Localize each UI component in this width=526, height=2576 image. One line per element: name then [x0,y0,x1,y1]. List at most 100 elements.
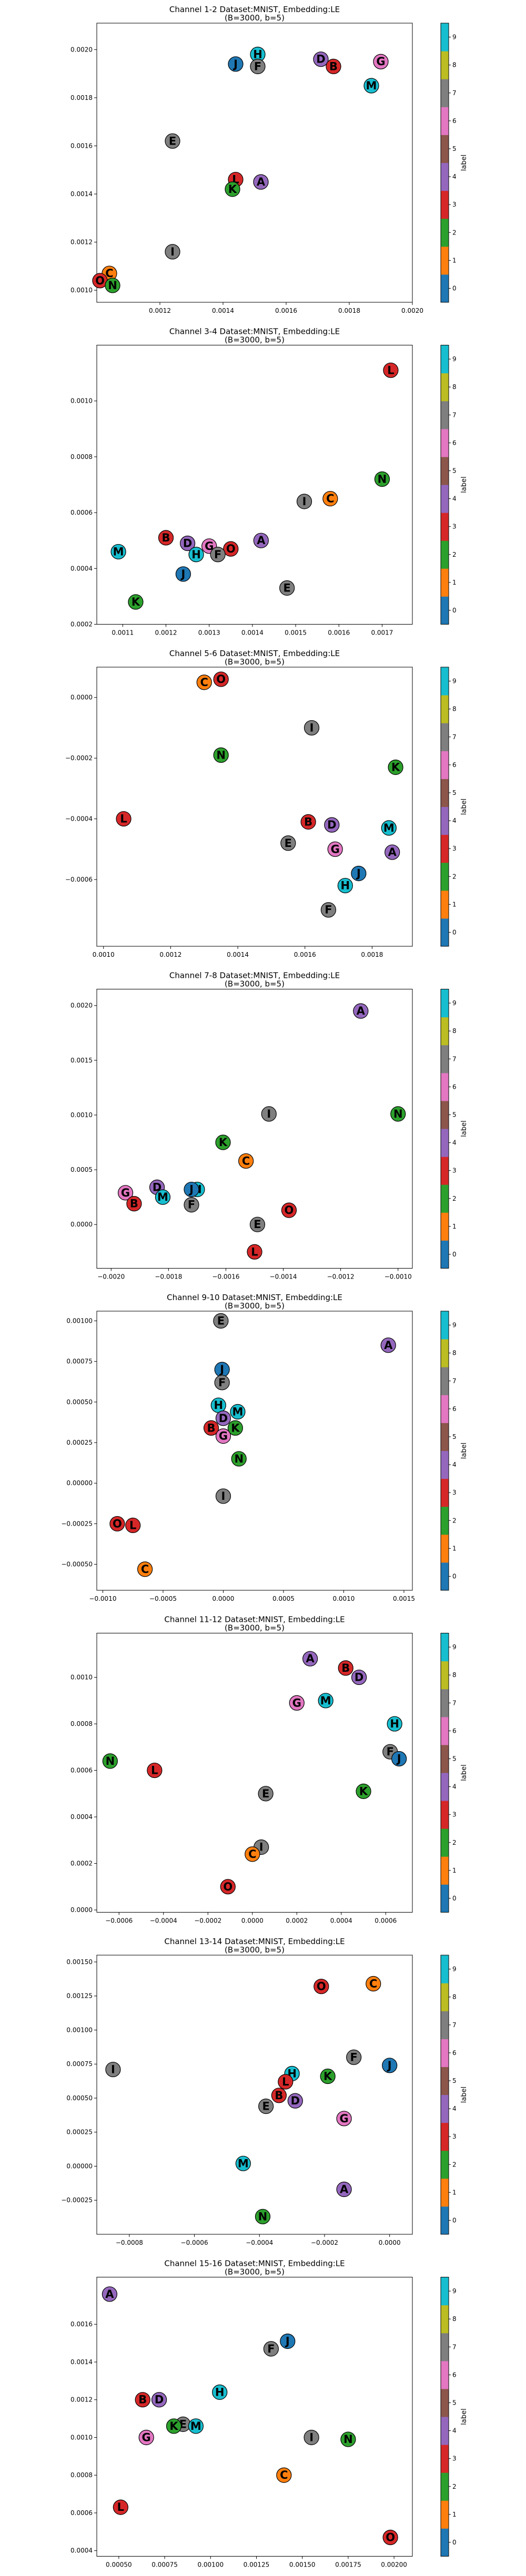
data-point-O: O [220,1879,236,1895]
point-label: K [228,183,237,196]
data-point-D: D [313,52,329,67]
data-point-A: A [336,2181,352,2197]
colorbar-segment [441,1828,449,1857]
point-marker [155,1189,171,1205]
point-marker [135,2392,150,2408]
colorbar-tick-label: 7 [452,1055,457,1062]
colorbar-tick-label: 3 [452,1489,457,1496]
point-marker [228,56,244,72]
point-marker [220,1879,236,1895]
colorbar-segment [441,1395,449,1423]
point-marker [196,674,212,690]
point-marker [337,877,353,894]
point-label: O [285,1204,294,1217]
point-label: A [340,2183,349,2196]
data-point-J: J [214,1362,230,1377]
colorbar-segment [441,862,449,891]
x-tick-label: −0.0006 [181,2239,208,2246]
chart-subtitle: (B=3000, b=5) [225,13,285,23]
plot-area [96,2277,413,2557]
data-point-K: K [128,594,144,610]
colorbar-tick-label: 7 [452,89,457,97]
data-point-B: B [326,58,341,74]
x-tick-label: −0.0018 [155,1273,182,1281]
colorbar-tick-label: 3 [452,1811,457,1818]
colorbar-7: 0 1 2 3 4 5 6 7 8 9 label [440,1955,468,2235]
data-point-N: N [390,1106,406,1122]
x-tick-label: 0.0010 [93,951,115,958]
colorbar-tick-label: 7 [452,2343,457,2350]
point-label: F [350,2051,357,2063]
point-label: K [323,2070,332,2083]
point-label: M [320,1694,331,1707]
data-point-I: I [165,244,180,260]
point-label: I [259,1841,264,1854]
point-label: M [383,822,394,834]
colorbar-tick-label: 9 [452,1643,457,1651]
data-point-O: O [382,2530,398,2546]
colorbar-label: label [460,2087,468,2103]
colorbar-segment [441,2472,449,2501]
point-label: I [221,1490,226,1502]
data-point-A: A [253,174,269,190]
colorbar-segment [441,2178,449,2207]
colorbar-tick-label: 7 [452,411,457,418]
point-marker [366,1976,381,1991]
y-tick-label: 0.00100 [66,1317,93,1325]
colorbar-tick-label: 4 [452,173,457,180]
colorbar-tick-label: 4 [452,495,457,503]
x-tick-label: −0.0006 [105,1917,133,1925]
point-marker [238,1153,254,1169]
point-label: O [317,1980,326,1993]
x-tick-label: 0.0011 [112,629,134,637]
data-point-C: C [196,674,212,690]
data-point-D: D [215,1410,231,1426]
data-point-E: E [249,1217,266,1232]
colorbar-tick-label: 7 [452,733,457,741]
point-label: F [254,60,261,73]
colorbar-segment [441,1478,449,1507]
x-tick-label: −0.0016 [212,1273,239,1281]
colorbar-segment [441,1072,449,1101]
point-label: M [366,79,377,92]
point-marker [387,1716,402,1732]
x-tick-label: −0.0010 [385,1273,412,1281]
data-point-A: A [253,533,269,548]
point-label: L [129,1519,136,1532]
colorbar-segment [441,513,449,541]
colorbar-segment [441,162,449,191]
data-point-M: M [155,1189,171,1205]
chart-title: Channel 1-2 Dataset:MNIST, Embedding:LE [169,5,340,14]
data-point-I: I [215,1488,231,1504]
chart-title: Channel 15-16 Dataset:MNIST, Embedding:L… [164,2259,345,2268]
point-label: B [207,1422,216,1434]
x-tick-label: 0.0018 [338,307,360,314]
colorbar-tick-label: 7 [452,2021,457,2029]
data-point-L: L [125,1517,141,1534]
point-label: D [155,2394,164,2406]
data-point-B: B [135,2392,150,2408]
colorbar-segment [441,1716,449,1745]
point-label: E [254,1218,261,1231]
point-label: O [226,543,236,555]
chart-title: Channel 5-6 Dataset:MNIST, Embedding:LE [169,649,340,658]
colorbar-segment [441,890,449,919]
plot-area [96,345,413,625]
data-point-B: B [203,1420,219,1436]
colorbar-segment [441,2206,449,2235]
y-tick-label: 0.00075 [66,1358,93,1365]
point-label: O [386,2531,395,2544]
point-marker [245,1846,260,1862]
data-point-F: F [320,902,337,918]
colorbar-segment [441,1367,449,1395]
y-tick-label: 0.0016 [70,2321,93,2328]
data-point-N: N [231,1451,247,1467]
colorbar-tick-label: 3 [452,2455,457,2462]
data-point-F: F [210,547,226,563]
plot-area [96,1955,413,2235]
colorbar-3: 0 1 2 3 4 5 6 7 8 9 label [440,667,468,947]
data-point-H: H [188,547,204,563]
data-point-G: G [327,841,343,857]
point-label: G [376,55,385,68]
colorbar-segment [441,1017,449,1046]
